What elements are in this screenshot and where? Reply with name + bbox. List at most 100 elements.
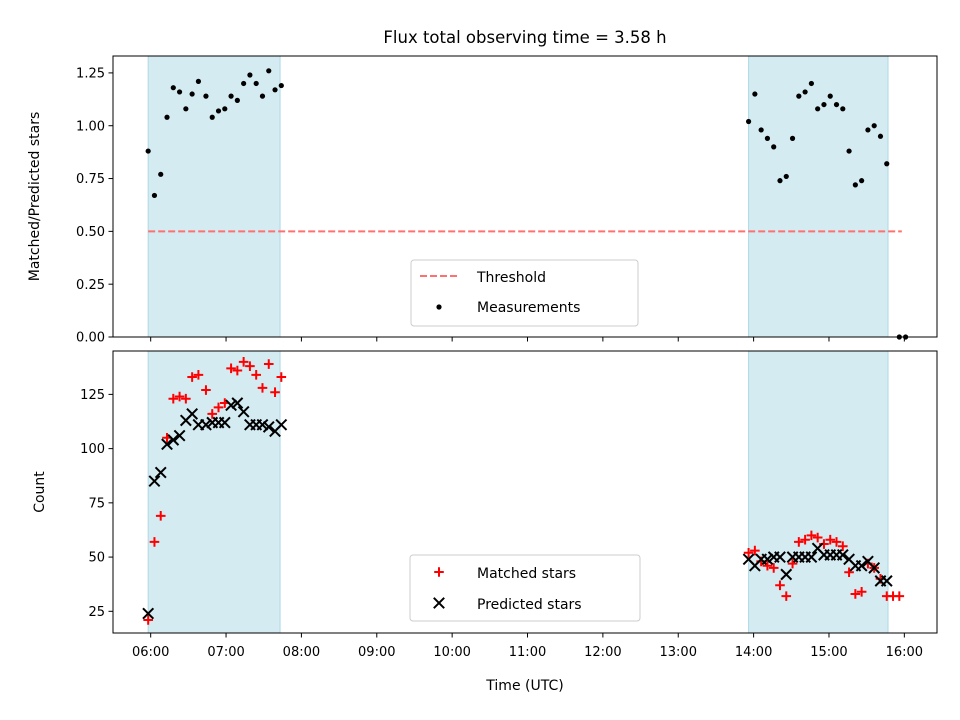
measurement-point <box>815 106 821 112</box>
y-ticks: 0.00 0.25 0.50 0.75 1.00 1.25 <box>76 67 113 346</box>
predicted-star-point <box>173 429 186 442</box>
matched-star-point <box>775 580 785 591</box>
y-tick-label: 0.75 <box>76 172 105 187</box>
observing-window-1 <box>147 350 281 634</box>
measurement-point <box>151 192 158 199</box>
measurement-point <box>241 80 247 87</box>
axes-frame <box>112 350 938 634</box>
y-tick-label: 1.00 <box>76 119 105 134</box>
measurement-point <box>266 68 272 74</box>
predicted-star-point <box>161 438 173 451</box>
predicted-star-point <box>774 551 786 563</box>
legend-matched-label: Matched stars <box>477 566 576 582</box>
measurement-point <box>195 78 202 84</box>
measurement-point <box>209 114 215 120</box>
measurement-point <box>884 161 890 167</box>
y-axis-label: Matched/Predicted stars <box>27 112 43 282</box>
matched-star-point <box>743 547 754 558</box>
measurement-point <box>827 93 833 99</box>
legend-predicted-label: Predicted stars <box>477 597 582 613</box>
legend-matched-swatch <box>434 567 444 577</box>
measurement-point <box>789 135 796 141</box>
matched-star-point <box>181 393 191 404</box>
measurement-point <box>840 106 846 112</box>
legend-box <box>410 259 639 327</box>
x-tick-label: 15:00 <box>810 645 847 660</box>
y-tick-label: 50 <box>88 551 105 566</box>
observing-windows <box>147 350 889 634</box>
matched-star-point <box>201 385 211 395</box>
predicted-star-point <box>836 549 849 561</box>
plot-frame <box>112 55 938 338</box>
matched-star-point <box>812 532 823 543</box>
y-tick-label: 75 <box>88 496 105 511</box>
x-tick-label: 12:00 <box>584 645 621 660</box>
axes-frame <box>112 55 938 338</box>
x-axis-label: Time (UTC) <box>485 678 563 694</box>
matched-star-point <box>781 591 792 601</box>
measurement-point <box>745 118 752 125</box>
matched-star-point <box>276 372 287 382</box>
matched-star-point <box>245 361 255 371</box>
measurement-point <box>796 93 802 99</box>
x-ticks: 06:00 07:00 08:00 09:00 10:00 11:00 12:00 13:00… <box>132 633 923 660</box>
matched-star-point <box>800 534 810 545</box>
measurement-point <box>802 89 808 95</box>
matched-star-point <box>787 558 798 569</box>
measurement-point <box>846 148 852 154</box>
predicted-star-point <box>262 421 275 433</box>
matched-star-point <box>794 537 804 547</box>
predicted-star-point <box>218 416 231 429</box>
predicted-star-point <box>186 408 199 420</box>
matched-star-point <box>193 370 204 380</box>
x-tick-label: 11:00 <box>509 645 546 660</box>
legend: Threshold Measurements <box>410 259 639 327</box>
x-tick-label: 13:00 <box>660 645 697 660</box>
measurement-point <box>183 106 189 112</box>
observing-window-2 <box>748 350 889 634</box>
measurement-point <box>247 72 253 78</box>
measurement-point <box>764 135 771 141</box>
measurement-point <box>158 171 164 177</box>
measurement-point <box>170 85 176 91</box>
predicted-star-point <box>225 399 237 412</box>
matched-star-point <box>168 393 179 404</box>
y-tick-label: 100 <box>80 442 105 457</box>
legend-measurements-label: Measurements <box>477 300 580 316</box>
measurement-point <box>215 108 222 114</box>
legend-predicted-swatch <box>433 597 445 609</box>
observing-window-1 <box>147 55 281 338</box>
matched-star-point <box>894 591 905 601</box>
y-axis-label: Count <box>32 471 48 513</box>
predicted-star-point <box>142 607 155 620</box>
predicted-star-point <box>868 562 881 574</box>
y-tick-label: 125 <box>80 388 105 403</box>
observing-windows <box>147 55 889 338</box>
measurement-point <box>145 148 151 154</box>
matched-star-point <box>825 534 836 545</box>
measurement-point <box>865 127 871 133</box>
legend-predicted-marker <box>433 597 445 609</box>
legend-box <box>409 554 641 622</box>
matched-star-point <box>251 370 261 380</box>
observing-window-2 <box>748 55 889 338</box>
matched-star-point <box>850 589 861 599</box>
matched-star-point <box>226 363 236 374</box>
x-tick-label: 06:00 <box>132 645 169 660</box>
chart-title: Flux total observing time = 3.58 h <box>383 28 666 47</box>
predicted-star-point <box>855 559 868 572</box>
matched-star-point <box>213 402 224 413</box>
matched-star-point <box>844 567 854 578</box>
predicted-star-point <box>780 568 793 581</box>
count-panel: 25 50 75 100 125 06:00 07:00 08:00 09:00 10:00 11… <box>32 350 938 694</box>
measurement-point <box>272 87 278 93</box>
matched-star-point <box>238 357 249 367</box>
matched-star-point <box>856 586 867 597</box>
matched-star-point <box>155 511 166 521</box>
predicted-star-point <box>200 418 212 431</box>
predicted-star-point <box>237 405 250 418</box>
legend-measurements-swatch <box>436 304 442 310</box>
measurement-point <box>203 93 209 99</box>
predicted-star-point <box>761 553 774 566</box>
x-tick-label: 09:00 <box>358 645 395 660</box>
